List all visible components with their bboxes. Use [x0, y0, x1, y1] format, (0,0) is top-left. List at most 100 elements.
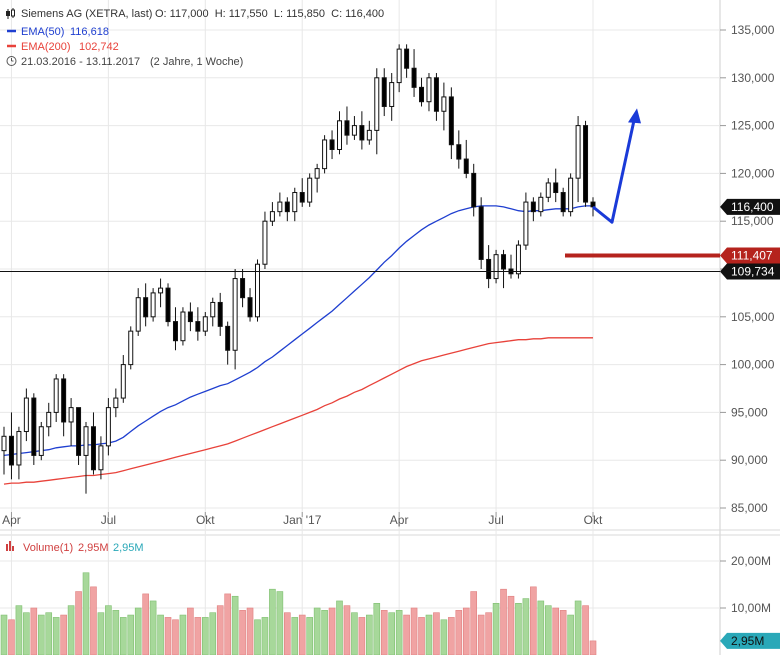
candle-body — [583, 125, 589, 203]
candlestick-icon — [6, 8, 15, 19]
candle — [322, 135, 328, 174]
date-range: 21.03.2016 - 13.11.2017 — [21, 56, 140, 68]
volume-tick-label: 20,00M — [731, 554, 771, 568]
volume-bar — [127, 614, 135, 656]
candle — [374, 68, 380, 155]
candle — [329, 130, 335, 160]
candle — [23, 388, 29, 442]
price-tick-label: 100,000 — [731, 358, 775, 372]
candle — [411, 49, 417, 97]
volume-bar — [67, 605, 75, 656]
candle — [359, 111, 365, 150]
volume-bar — [433, 612, 440, 656]
price-axis: 135,000130,000125,000120,000115,000110,0… — [720, 23, 775, 515]
volume-bar — [164, 617, 172, 656]
candle-body — [180, 311, 186, 342]
candle — [240, 269, 246, 308]
volume-legend-value: 2,95M — [78, 542, 109, 554]
candle — [158, 278, 164, 308]
candle-body — [143, 297, 149, 318]
volume-bar — [105, 605, 112, 656]
volume-bar — [351, 612, 358, 656]
volume-bar — [530, 586, 537, 656]
candle-body — [441, 96, 447, 112]
volume-bar — [567, 614, 574, 656]
ohlc-readout: O: 117,000 H: 117,550 L: 115,850 C: 116,… — [155, 8, 384, 20]
volume-bar — [373, 602, 381, 656]
candle-body — [120, 364, 126, 399]
ema50-line — [3, 205, 593, 457]
candle-body — [501, 254, 507, 270]
candle — [83, 421, 89, 494]
volume-bar — [380, 610, 388, 656]
candle-body — [98, 445, 104, 471]
volume-bar — [403, 614, 410, 656]
volume-bar — [582, 605, 589, 656]
candle — [426, 73, 432, 112]
candle-body — [128, 330, 134, 366]
candle — [568, 173, 574, 217]
candle-body — [493, 254, 499, 280]
date-range-duration: (2 Jahre, 1 Woche) — [150, 56, 243, 68]
volume-bar — [8, 619, 15, 656]
volume-tick-label: 10,00M — [731, 601, 771, 615]
candle-body — [538, 196, 544, 213]
candle-body — [90, 426, 96, 471]
candle — [217, 292, 223, 336]
candle — [143, 283, 149, 327]
ema50-legend-value: 116,618 — [70, 26, 109, 38]
candle — [456, 130, 462, 169]
candle-body — [463, 158, 469, 174]
candle-body — [515, 244, 521, 275]
candle-body — [46, 411, 52, 428]
volume-bar — [418, 617, 425, 656]
volume-bar — [209, 612, 217, 656]
volume-bar — [30, 607, 38, 656]
candle — [225, 321, 231, 365]
candle — [135, 288, 141, 336]
candle — [180, 307, 186, 346]
volume-bar — [231, 595, 239, 656]
candle — [538, 192, 544, 217]
volume-bar — [470, 591, 478, 656]
candle — [493, 249, 499, 284]
candle-body — [135, 297, 141, 332]
ema50-series — [3, 205, 593, 457]
volume-bar — [313, 607, 321, 656]
candle — [515, 240, 521, 279]
volume-bar — [574, 600, 582, 656]
candle-body — [553, 182, 559, 194]
volume-bar — [336, 600, 343, 656]
candle-body — [76, 407, 82, 456]
candle-body — [448, 96, 454, 146]
volume-value-tag-label: 2,95M — [731, 634, 764, 648]
candle-body — [545, 182, 551, 198]
volume-bar — [179, 614, 187, 656]
candle-body — [419, 86, 425, 103]
projection-arrow-line — [592, 120, 636, 224]
candle-body — [16, 431, 22, 466]
price-tick-label: 125,000 — [731, 119, 775, 133]
support-price-tag-label: 109,734 — [731, 265, 775, 279]
candle — [501, 249, 507, 289]
candle-body — [456, 144, 462, 160]
candle — [448, 87, 454, 160]
last-price-tag: 116,400 — [720, 198, 780, 215]
time-tick-label: Jan '17 — [283, 513, 322, 527]
candle — [344, 106, 350, 145]
candle-body — [210, 301, 216, 318]
candle-body — [247, 297, 253, 318]
candle — [314, 163, 320, 193]
volume-bar — [455, 610, 463, 656]
volume-bar — [515, 602, 522, 656]
volume-bar — [149, 600, 157, 656]
volume-bar — [485, 612, 492, 656]
candle — [530, 197, 536, 222]
candle-body — [23, 397, 29, 433]
price-tick-label: 85,000 — [731, 501, 768, 515]
candle-body — [389, 82, 395, 107]
candle-body — [314, 168, 320, 179]
volume-bar — [537, 600, 545, 656]
candle — [508, 254, 514, 279]
